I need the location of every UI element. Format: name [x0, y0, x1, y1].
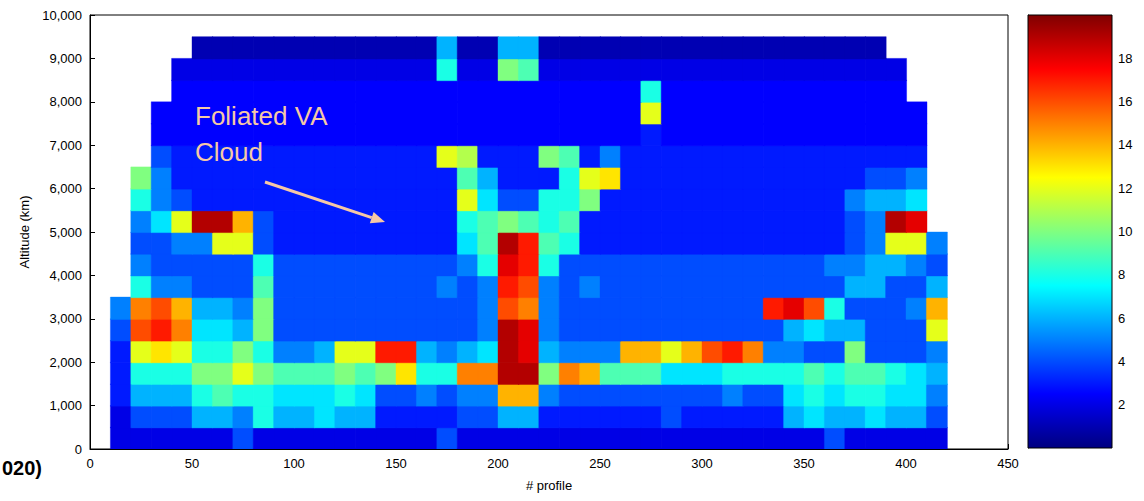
svg-text:150: 150 — [385, 456, 407, 471]
svg-text:350: 350 — [793, 456, 815, 471]
svg-text:6,000: 6,000 — [49, 181, 82, 196]
svg-text:10: 10 — [1118, 224, 1132, 239]
svg-text:9,000: 9,000 — [49, 51, 82, 66]
svg-text:200: 200 — [487, 456, 509, 471]
svg-text:Foliated VA: Foliated VA — [195, 101, 328, 131]
svg-text:450: 450 — [997, 456, 1019, 471]
svg-text:Altitude (km): Altitude (km) — [17, 196, 32, 269]
svg-text:7,000: 7,000 — [49, 138, 82, 153]
svg-text:4: 4 — [1118, 354, 1125, 369]
svg-text:300: 300 — [691, 456, 713, 471]
svg-text:14: 14 — [1118, 137, 1132, 152]
svg-text:250: 250 — [589, 456, 611, 471]
svg-text:5,000: 5,000 — [49, 225, 82, 240]
svg-text:400: 400 — [895, 456, 917, 471]
svg-text:3,000: 3,000 — [49, 311, 82, 326]
svg-text:8,000: 8,000 — [49, 94, 82, 109]
svg-text:2: 2 — [1118, 397, 1125, 412]
svg-text:1,000: 1,000 — [49, 398, 82, 413]
svg-text:12: 12 — [1118, 181, 1132, 196]
svg-text:100: 100 — [283, 456, 305, 471]
svg-text:4,000: 4,000 — [49, 268, 82, 283]
svg-text:10,000: 10,000 — [42, 8, 82, 23]
svg-text:Cloud: Cloud — [195, 137, 263, 167]
svg-text:50: 50 — [185, 456, 199, 471]
svg-text:6: 6 — [1118, 311, 1125, 326]
svg-text:8: 8 — [1118, 267, 1125, 282]
svg-text:020): 020) — [2, 457, 42, 479]
svg-text:# profile: # profile — [526, 478, 572, 493]
svg-text:0: 0 — [75, 442, 82, 457]
svg-text:0: 0 — [86, 456, 93, 471]
svg-text:2,000: 2,000 — [49, 355, 82, 370]
svg-text:16: 16 — [1118, 94, 1132, 109]
svg-text:18: 18 — [1118, 51, 1132, 66]
